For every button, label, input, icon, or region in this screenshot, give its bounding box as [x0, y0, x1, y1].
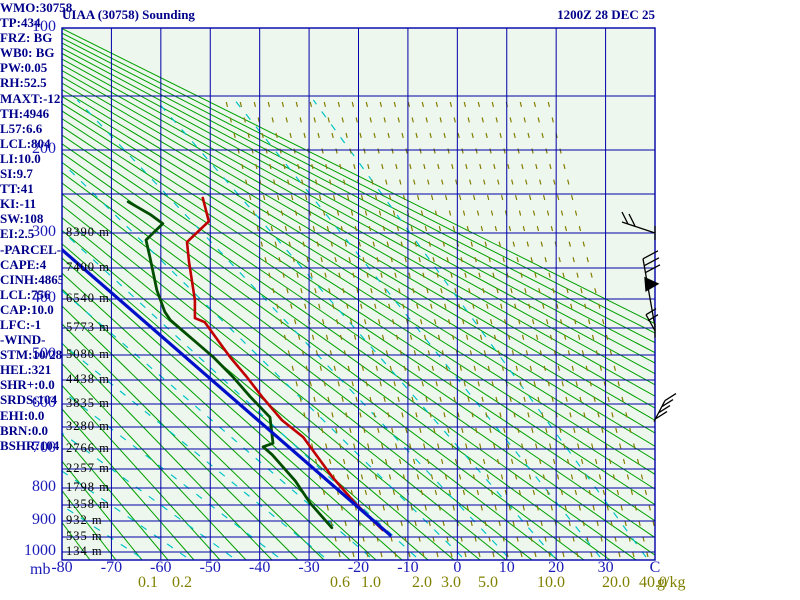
mixing-ratio-tick-label: 3.0 — [441, 574, 461, 591]
pressure-tick-label: 800 — [32, 478, 56, 495]
indices-panel-line: MAXT:-12.3 — [0, 90, 71, 106]
height-label: 3835 m — [66, 396, 110, 410]
dry-adiabat-lines — [62, 28, 655, 560]
pressure-tick-label: 500 — [32, 345, 56, 362]
height-label: 2257 m — [66, 461, 110, 475]
height-label: 5080 m — [66, 347, 110, 361]
indices-panel-line: BSHR:104 — [0, 437, 60, 453]
indices-panel-line: TP:434 — [0, 15, 41, 31]
indices-panel-line: HEL:321 — [0, 362, 52, 378]
mixing-ratio-tick-label: 0.6 — [330, 574, 350, 591]
temperature-tick-label: -70 — [100, 559, 123, 576]
wind-barb-pennant — [642, 250, 661, 327]
mixing-ratio-tick-label: 1.0 — [361, 574, 381, 591]
wind-barb-barb-left — [621, 211, 656, 240]
mixing-ratio-tick-label: 0.1 — [138, 574, 158, 591]
pressure-tick-label: 1000 — [24, 542, 56, 559]
height-label: 6540 m — [66, 291, 110, 305]
pressure-tick-label: 700 — [32, 439, 56, 456]
mixing-ratio-tick-label: 10.0 — [537, 574, 565, 591]
chart-date: 1200Z 28 DEC 25 — [557, 7, 655, 22]
pressure-tick-label: 400 — [32, 289, 56, 306]
indices-panel-line: LFC:-1 — [0, 316, 42, 332]
temperature-tick-label: -80 — [51, 559, 73, 576]
indices-panel-line: WB0: BG — [0, 45, 55, 61]
pressure-tick-label: 600 — [32, 394, 56, 411]
height-label: 1798 m — [66, 480, 110, 494]
mixing-ratio-unit-label: g/kg — [657, 574, 686, 591]
indices-panel-line: L57:6.6 — [0, 120, 43, 136]
pressure-tick-label: 900 — [32, 511, 56, 528]
indices-panel: WMO:30758 TP:434 FRZ: BG WB0: BG PW:0.05 RH:5… — [0, 0, 73, 453]
indices-panel-line: CAP:10.0 — [0, 301, 54, 317]
height-label: 932 m — [66, 513, 103, 527]
height-label: 8390 m — [66, 225, 110, 239]
temperature-unit-label: C — [649, 559, 661, 576]
indices-panel-line: LI:10.0 — [0, 150, 41, 166]
indices-panel-line: TT:41 — [0, 181, 34, 197]
indices-panel-line: -WIND- — [0, 332, 46, 348]
temperature-tick-label: 20 — [548, 559, 565, 576]
indices-panel-line: PW:0.05 — [0, 60, 48, 76]
height-label: 1358 m — [66, 497, 110, 511]
temperature-tick-label: -60 — [150, 559, 172, 576]
indices-panel-line: EI:2.5 — [0, 226, 35, 242]
indices-panel-line: CAPE:4 — [0, 256, 47, 272]
pressure-tick-label: 300 — [32, 223, 56, 240]
indices-panel-line: KI:-11 — [0, 196, 37, 212]
indices-panel-line: LCL:756 — [0, 286, 51, 302]
indices-panel-line: SHR+:0.0 — [0, 377, 55, 393]
indices-panel-line: WMO:30758 — [0, 0, 73, 15]
indices-panel-line: RH:52.5 — [0, 75, 47, 91]
wind-barb-barb-right — [653, 393, 677, 422]
temperature-tick-label: 30 — [597, 559, 614, 576]
temperature-tick-label: -40 — [248, 559, 271, 576]
indices-panel-line: FRZ: BG — [0, 30, 53, 46]
height-label: 134 m — [66, 544, 103, 558]
height-label: 5773 m — [66, 320, 110, 334]
temperature-tick-label: -50 — [199, 559, 221, 576]
indices-panel-line: SRDS:104 — [0, 392, 58, 408]
indices-panel-line: -PARCEL- — [0, 241, 62, 257]
mixing-ratio-tick-label: 40.0 — [639, 574, 667, 591]
indices-panel-line: TH:4946 — [0, 105, 50, 121]
height-label: 3280 m — [66, 419, 110, 433]
height-label: 4438 m — [66, 372, 110, 386]
wind-barb-barb-left-small — [645, 308, 659, 338]
indices-panel-line: SI:9.7 — [0, 166, 33, 182]
height-label: 2766 m — [66, 441, 110, 455]
mixing-ratio-tick-label: 5.0 — [478, 574, 498, 591]
pressure-tick-label: 100 — [32, 18, 56, 35]
temperature-trace — [185, 196, 385, 532]
temperature-tick-label: 0 — [453, 559, 462, 576]
wind-barbs — [621, 211, 677, 422]
temperature-tick-label: -20 — [347, 559, 370, 576]
dewpoint-trace — [126, 200, 334, 530]
temperature-tick-label: 10 — [498, 559, 515, 576]
temperature-tick-label: -10 — [397, 559, 419, 576]
indices-panel-line: LCL:804 — [0, 135, 51, 151]
indices-panel-line: STM:10/28 — [0, 347, 63, 363]
height-label: 7400 m — [66, 260, 110, 274]
mixing-ratio-tick-label: 0.2 — [172, 574, 192, 591]
indices-panel-line: SW:108 — [0, 211, 44, 227]
chart-title: UIAA (30758) Sounding — [62, 7, 195, 22]
pressure-unit-label: mb — [30, 561, 51, 578]
temperature-tick-label: -30 — [298, 559, 320, 576]
indices-panel-line: EHI:0.0 — [0, 407, 45, 423]
height-label: 535 m — [66, 529, 103, 543]
indices-panel-line: CINH:4865 — [0, 271, 65, 287]
mixing-ratio-tick-label: 2.0 — [412, 574, 432, 591]
parcel-trace — [62, 247, 392, 537]
pressure-tick-label: 200 — [32, 140, 56, 157]
mixing-ratio-tick-label: 20.0 — [602, 574, 630, 591]
indices-panel-line: BRN:0.0 — [0, 422, 49, 438]
